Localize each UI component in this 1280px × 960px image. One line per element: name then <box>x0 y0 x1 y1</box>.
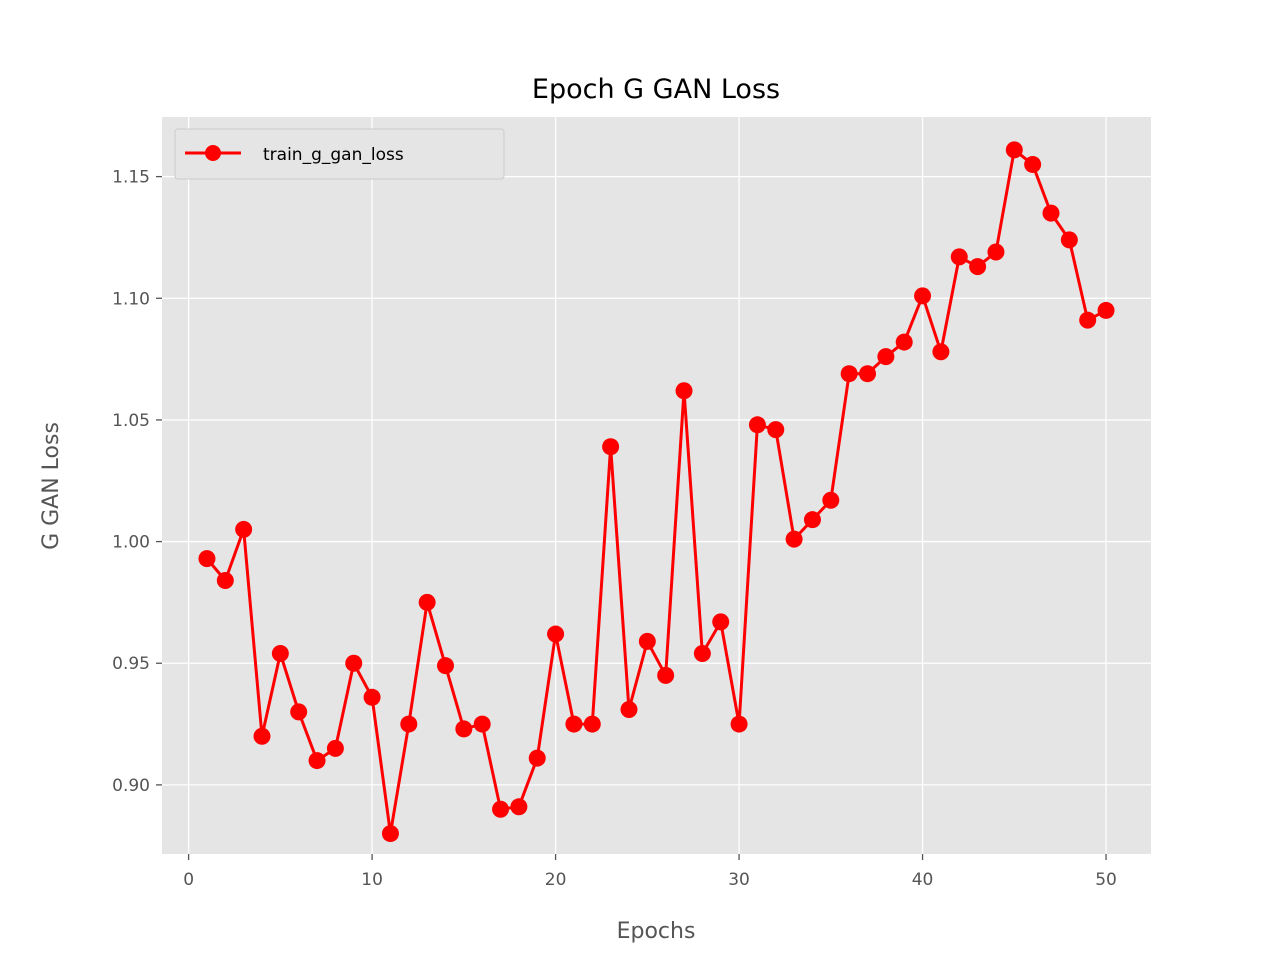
legend-box <box>174 128 505 180</box>
y-tick-label: 1.00 <box>112 533 150 553</box>
data-point <box>363 688 381 706</box>
data-point <box>657 666 675 684</box>
data-point <box>436 657 454 675</box>
data-point <box>840 365 858 383</box>
data-point <box>1060 231 1078 249</box>
data-point <box>492 800 510 818</box>
data-point <box>290 703 308 721</box>
data-point <box>859 365 877 383</box>
x-tick-label: 30 <box>728 870 750 890</box>
data-point <box>730 715 748 733</box>
data-point <box>216 572 234 590</box>
x-tick-label: 50 <box>1095 870 1117 890</box>
data-point <box>638 632 656 650</box>
data-point <box>712 613 730 631</box>
y-tick-label: 1.15 <box>112 168 150 188</box>
x-tick-label: 40 <box>912 870 934 890</box>
data-point <box>235 520 253 538</box>
data-point <box>969 258 987 276</box>
data-point <box>455 720 473 738</box>
data-point <box>1079 311 1097 329</box>
data-point <box>748 416 766 434</box>
data-point <box>1005 141 1023 159</box>
y-tick-label: 1.05 <box>112 411 150 431</box>
data-point <box>528 749 546 767</box>
data-point <box>785 530 803 548</box>
data-point <box>418 593 436 611</box>
data-point <box>198 550 216 568</box>
x-tick-label: 0 <box>183 870 194 890</box>
grid <box>162 117 1151 854</box>
y-tick-label: 1.10 <box>112 289 150 309</box>
legend-label: train_g_gan_loss <box>263 145 404 165</box>
data-point <box>381 825 399 843</box>
data-point <box>565 715 583 733</box>
data-point <box>822 491 840 509</box>
data-point <box>950 248 968 266</box>
data-point <box>987 243 1005 261</box>
data-point <box>345 654 363 672</box>
data-point <box>1024 155 1042 173</box>
tick-labels: 0 10 20 30 40 50 0.90 0.95 1.00 1.05 1.10 1.15 <box>112 168 1117 890</box>
y-axis-label: G GAN Loss <box>39 422 64 550</box>
data-point <box>1042 204 1060 222</box>
data-point <box>583 715 601 733</box>
data-point <box>675 382 693 400</box>
plot-area <box>162 117 1151 854</box>
data-point <box>932 343 950 361</box>
data-point <box>602 438 620 456</box>
data-point <box>308 752 326 770</box>
x-tick-label: 10 <box>361 870 383 890</box>
legend: train_g_gan_loss <box>174 128 505 180</box>
data-point <box>253 727 271 745</box>
data-point <box>400 715 418 733</box>
data-point <box>803 511 821 529</box>
y-tick-label: 0.90 <box>112 776 150 796</box>
data-point <box>473 715 491 733</box>
data-point <box>767 421 785 439</box>
x-tick-label: 20 <box>545 870 567 890</box>
data-point <box>914 287 932 305</box>
data-point <box>547 625 565 643</box>
y-tick-label: 0.95 <box>112 654 150 674</box>
data-point <box>1097 301 1115 319</box>
data-point <box>693 645 711 663</box>
x-axis-label: Epochs <box>617 919 696 944</box>
data-point <box>271 645 289 663</box>
chart-title: Epoch G GAN Loss <box>532 74 780 105</box>
series-layer <box>198 141 1115 843</box>
data-point <box>326 739 344 757</box>
data-point <box>895 333 913 351</box>
data-point <box>620 700 638 718</box>
data-point <box>510 798 528 816</box>
legend-marker-sample <box>205 145 221 161</box>
data-point <box>877 348 895 366</box>
